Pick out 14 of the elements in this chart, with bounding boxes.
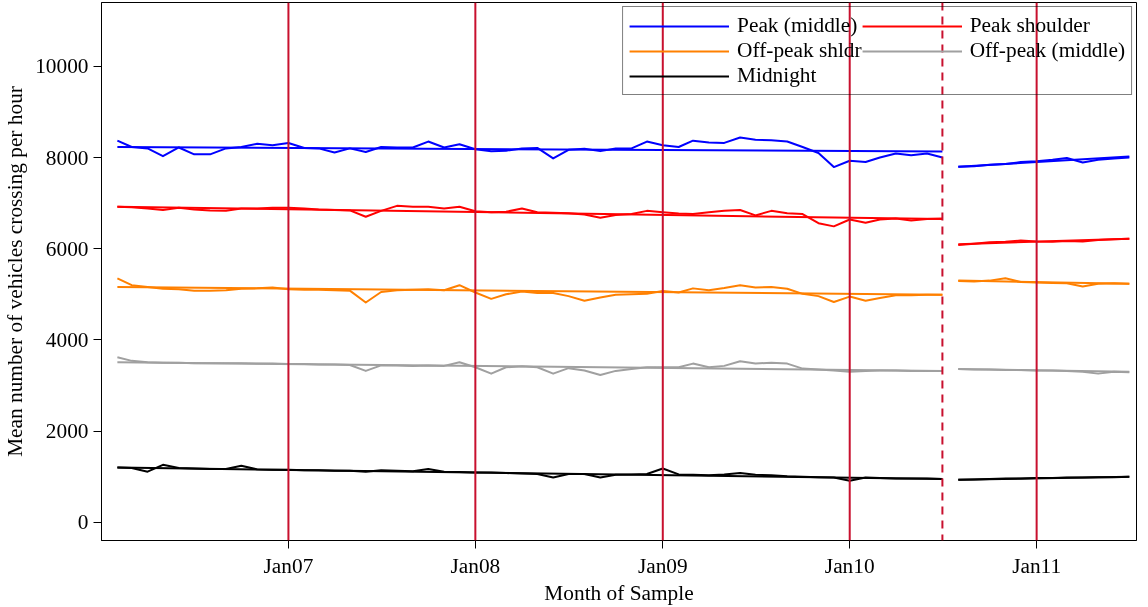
y-tick-label: 2000 bbox=[45, 419, 89, 444]
y-axis-title: Mean number of vehicles crossing per hour bbox=[3, 86, 28, 457]
x-tick-label: Jan09 bbox=[637, 553, 688, 578]
x-tick-label: Jan10 bbox=[824, 553, 875, 578]
y-tick-label: 10000 bbox=[35, 54, 89, 79]
legend-label: Midnight bbox=[737, 63, 817, 88]
y-tick-label: 8000 bbox=[45, 145, 89, 170]
x-tick-label: Jan11 bbox=[1012, 553, 1062, 578]
y-tick-label: 0 bbox=[77, 510, 89, 535]
x-tick-label: Jan07 bbox=[263, 553, 314, 578]
y-tick-label: 4000 bbox=[45, 327, 89, 352]
y-tick-label: 6000 bbox=[45, 236, 89, 261]
x-tick-label: Jan08 bbox=[450, 553, 501, 578]
x-axis-title: Month of Sample bbox=[544, 580, 694, 605]
